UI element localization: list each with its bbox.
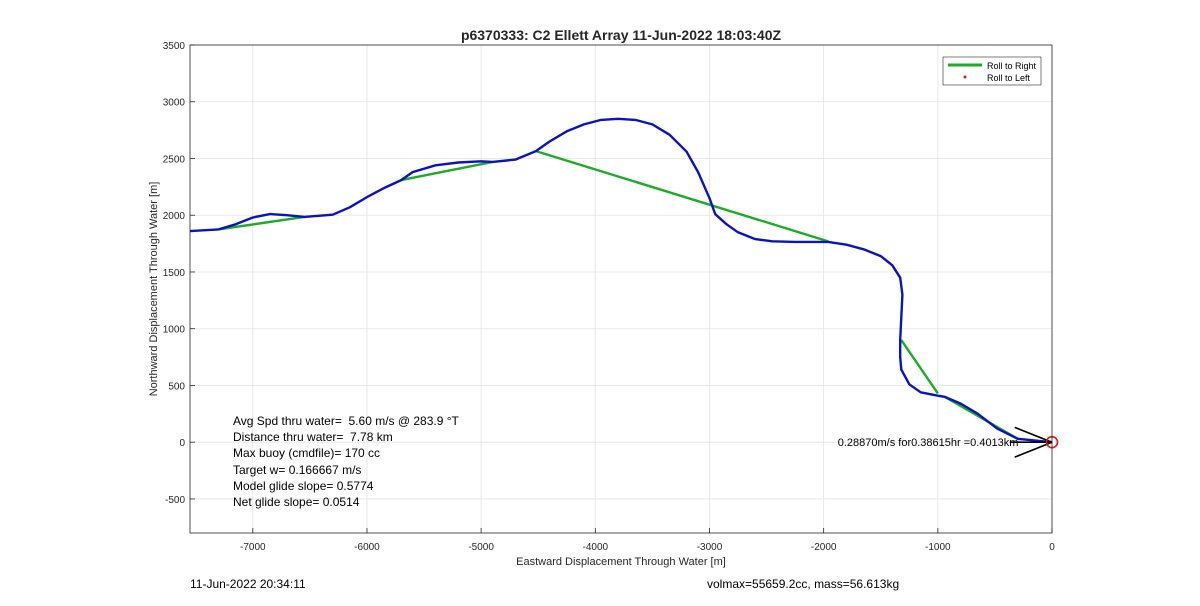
- x-tick-label: -5000: [468, 542, 494, 553]
- legend-box: [942, 56, 1042, 86]
- annotation-net-glide: Net glide slope= 0.0514: [233, 495, 360, 509]
- annotation-model-glide: Model glide slope= 0.5774: [233, 479, 374, 493]
- y-tick-label: 500: [168, 381, 185, 392]
- y-tick-label: 2000: [163, 211, 186, 222]
- roll-to-right-segment: [900, 339, 939, 395]
- current-vector-arrow: [1009, 426, 1053, 458]
- legend: Roll to Right Roll to Left: [942, 56, 1042, 86]
- y-tick-label: 3500: [163, 41, 186, 52]
- y-tick-label: 2500: [163, 154, 186, 165]
- y-tick-label: 1500: [163, 268, 186, 279]
- annotation-distance: Distance thru water= 7.78 km: [233, 430, 393, 444]
- y-tick-label: 0: [179, 438, 185, 449]
- x-tick-label: -4000: [583, 542, 609, 553]
- x-tick-labels: -7000 -6000 -5000 -4000 -3000 -2000 -1000 0: [240, 542, 1055, 553]
- y-tick-label: 1000: [163, 325, 186, 336]
- axes-box: [189, 44, 1053, 534]
- x-tick-label: 0: [1049, 542, 1055, 553]
- footer-mass-info: volmax=55659.2cc, mass=56.613kg: [707, 577, 899, 591]
- stats-annotations: Avg Spd thru water= 5.60 m/s @ 283.9 °T …: [233, 414, 460, 509]
- footer-timestamp: 11-Jun-2022 20:34:11: [190, 577, 306, 591]
- annotation-avg-speed: Avg Spd thru water= 5.60 m/s @ 283.9 °T: [233, 414, 460, 428]
- chart-title: p6370333: C2 Ellett Array 11-Jun-2022 18…: [461, 27, 782, 43]
- y-tick-labels: -500 0 500 1000 1500 2000 2500 3000 3500: [163, 41, 186, 506]
- x-tick-label: -1000: [925, 542, 951, 553]
- y-tick-label: 3000: [163, 98, 186, 109]
- annotation-max-buoy: Max buoy (cmdfile)= 170 cc: [233, 446, 380, 460]
- current-arrow-head: [1014, 441, 1053, 458]
- legend-roll-right-label: Roll to Right: [987, 61, 1037, 71]
- roll-to-right-segment: [400, 160, 493, 182]
- x-tick-label: -6000: [354, 542, 380, 553]
- x-tick-label: -7000: [240, 542, 266, 553]
- x-axis-label: Eastward Displacement Through Water [m]: [516, 556, 726, 568]
- roll-to-right-segment: [218, 215, 305, 231]
- annotation-target-w: Target w= 0.166667 m/s: [233, 463, 361, 477]
- glider-track-line: [189, 117, 1053, 444]
- y-axis-label: Northward Displacement Through Water [m]: [148, 182, 160, 397]
- x-tick-label: -3000: [697, 542, 723, 553]
- current-vector-label: 0.28870m/s for0.38615hr =0.4013km: [838, 437, 1019, 449]
- current-arrow-head: [1014, 426, 1053, 443]
- roll-to-right-segment: [535, 149, 829, 243]
- y-tick-label: -500: [165, 495, 185, 506]
- x-tick-label: -2000: [811, 542, 837, 553]
- axes-background: [190, 45, 1052, 533]
- legend-roll-left-label: Roll to Left: [987, 73, 1031, 83]
- plot-area: 0.28870m/s for0.38615hr =0.4013km: [189, 44, 1059, 534]
- legend-roll-left-swatch: [963, 75, 967, 79]
